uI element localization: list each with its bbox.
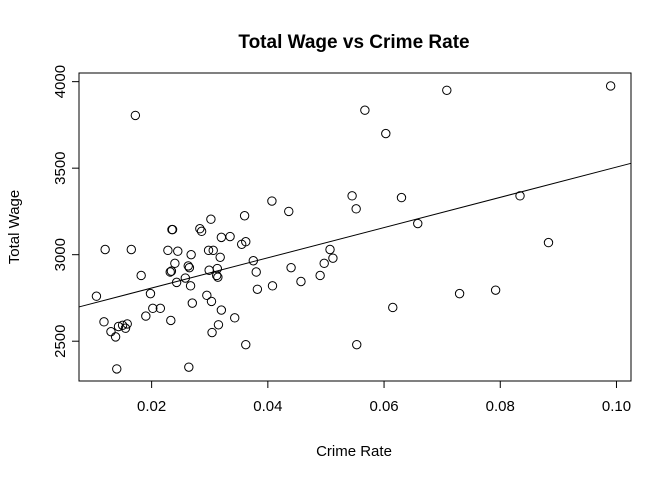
data-point: [490, 285, 501, 295]
data-point: [185, 281, 196, 291]
data-point: [184, 262, 195, 273]
data-point: [213, 320, 224, 330]
data-point: [352, 339, 362, 350]
data-point: [184, 362, 194, 372]
data-point: [605, 81, 616, 91]
data-point: [225, 231, 235, 242]
data-point: [166, 315, 176, 326]
data-point: [113, 321, 124, 332]
data-point: [173, 246, 183, 256]
x-tick-label: 0.04: [253, 398, 282, 415]
data-point: [145, 288, 156, 299]
regression-line-group: [78, 162, 632, 308]
data-point: [195, 224, 205, 234]
x-tick-label: 0.10: [602, 398, 631, 415]
x-tick-label: 0.06: [369, 398, 398, 415]
data-point: [241, 339, 251, 350]
data-point: [187, 298, 198, 308]
data-point: [396, 192, 407, 203]
data-point: [122, 319, 132, 329]
data-point: [325, 244, 335, 255]
data-point: [155, 303, 166, 314]
data-point: [117, 320, 128, 330]
data-point: [170, 258, 180, 269]
x-axis: 0.02 0.04 0.06 0.08 0.10: [137, 380, 631, 415]
x-tick-label: 0.08: [486, 398, 515, 415]
data-point: [230, 313, 240, 323]
data-point: [166, 266, 177, 276]
data-point: [239, 211, 250, 221]
data-points: [91, 81, 616, 374]
regression-line: [78, 162, 632, 308]
data-point: [388, 302, 398, 313]
y-axis: 2500 3000 3500 4000: [52, 65, 80, 358]
data-point: [413, 218, 423, 229]
data-point: [100, 244, 110, 255]
data-point: [112, 364, 122, 374]
data-point: [216, 305, 227, 315]
data-point: [286, 262, 296, 273]
data-point: [183, 261, 193, 271]
data-point: [186, 249, 196, 260]
data-point: [284, 206, 294, 217]
data-point: [267, 196, 277, 206]
data-point: [319, 258, 329, 269]
data-point: [207, 327, 217, 338]
data-point: [442, 85, 452, 96]
data-point: [148, 303, 158, 314]
data-point: [136, 270, 146, 281]
data-point: [381, 128, 391, 139]
data-point: [165, 267, 175, 277]
data-point: [167, 224, 178, 235]
data-point: [252, 284, 263, 294]
y-tick-label: 4000: [52, 65, 69, 98]
data-point: [267, 281, 278, 291]
data-point: [206, 214, 216, 224]
data-point: [315, 270, 325, 281]
data-point: [206, 296, 217, 307]
data-point: [110, 332, 121, 342]
data-point: [141, 311, 151, 321]
data-point: [203, 245, 214, 256]
y-axis-label: Total Wage: [6, 190, 23, 264]
data-point: [120, 323, 131, 333]
y-tick-label: 3500: [52, 151, 69, 184]
data-point: [91, 291, 102, 301]
data-point: [196, 226, 207, 237]
data-point: [126, 244, 136, 255]
y-tick-label: 3000: [52, 238, 69, 271]
data-point: [208, 245, 218, 256]
data-point: [106, 326, 116, 337]
data-point: [99, 317, 109, 327]
data-point: [296, 276, 306, 287]
data-point: [328, 253, 338, 263]
data-point: [130, 110, 141, 121]
data-point: [347, 191, 357, 201]
data-point: [454, 288, 465, 299]
data-point: [163, 245, 173, 256]
x-tick-label: 0.02: [137, 398, 166, 415]
data-point: [215, 252, 225, 262]
data-point: [351, 204, 361, 214]
data-point: [241, 237, 251, 247]
data-point: [251, 267, 261, 277]
data-point: [515, 191, 525, 201]
data-point: [202, 290, 212, 301]
y-tick-label: 2500: [52, 325, 69, 358]
data-point: [543, 237, 554, 248]
x-axis-label: Crime Rate: [316, 443, 392, 460]
chart-title: Total Wage vs Crime Rate: [238, 32, 469, 53]
data-point: [213, 272, 223, 282]
data-point: [360, 105, 370, 115]
